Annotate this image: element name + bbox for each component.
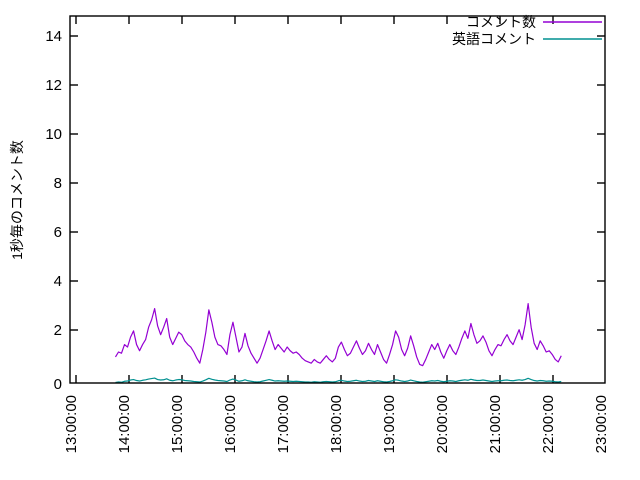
x-tick-label: 23:00:00	[593, 395, 610, 453]
y-tick-labels: 14 12 10 8 6 4 2 0	[45, 28, 62, 393]
x-tick-label: 13:00:00	[63, 395, 80, 453]
legend-label-comment-count: コメント数	[466, 14, 536, 30]
plot-border	[69, 15, 606, 384]
y-axis-ticks	[70, 35, 605, 331]
y-tick-label: 6	[54, 224, 62, 241]
y-tick-label: 12	[45, 77, 62, 94]
x-tick-label: 19:00:00	[381, 395, 398, 453]
x-tick-label: 17:00:00	[275, 395, 292, 453]
y-tick-label: 2	[54, 322, 62, 339]
y-axis-label: 1秒毎のコメント数	[9, 140, 25, 260]
x-tick-label: 21:00:00	[487, 395, 504, 453]
series-line-comment-count	[114, 303, 562, 367]
y-tick-label: 0	[54, 376, 62, 393]
x-tick-label: 20:00:00	[434, 395, 451, 453]
x-tick-label: 15:00:00	[169, 395, 186, 453]
x-tick-label: 16:00:00	[222, 395, 239, 453]
x-tick-label: 22:00:00	[540, 395, 557, 453]
legend-label-english-comment: 英語コメント	[452, 31, 536, 47]
y-tick-label: 14	[45, 28, 62, 45]
y-tick-label: 4	[54, 273, 62, 290]
x-tick-label: 14:00:00	[116, 395, 133, 453]
x-tick-labels: 13:00:00 14:00:00 15:00:00 16:00:00 17:00…	[63, 395, 610, 453]
series-line-english-comment	[115, 377, 562, 384]
x-tick-label: 18:00:00	[328, 395, 345, 453]
legend: コメント数 英語コメント	[452, 14, 602, 47]
x-axis-ticks	[75, 16, 554, 383]
y-tick-label: 10	[45, 126, 62, 143]
y-tick-label: 8	[54, 175, 62, 192]
